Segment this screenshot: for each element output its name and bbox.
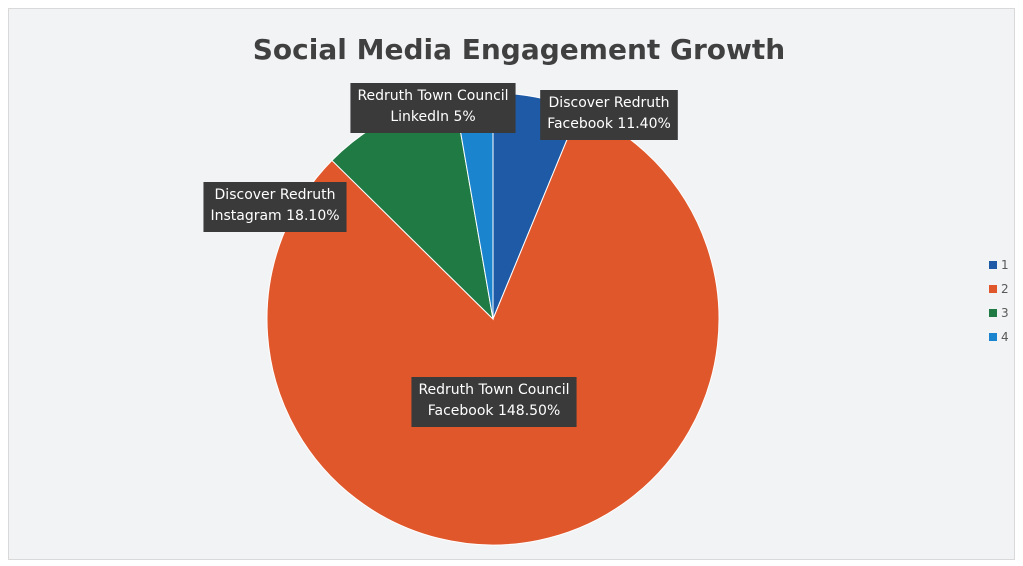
chart-title: Social Media Engagement Growth [253,33,785,66]
data-label-2: Redruth Town Council Facebook 148.50% [411,377,577,427]
data-label-box [350,83,516,133]
data-label-line: Discover Redruth [215,187,336,203]
data-label-line: Instagram 18.10% [210,208,339,224]
legend-label-3: 3 [1001,306,1009,320]
data-label-box [540,90,678,140]
legend-swatch-1 [989,261,997,269]
pie-chart: Social Media Engagement Growth Discover … [203,33,1009,546]
data-label-box [411,377,577,427]
pie-slices [266,92,720,546]
legend-label-2: 2 [1001,282,1009,296]
data-label-line: Redruth Town Council [418,382,569,398]
legend-label-4: 4 [1001,330,1009,344]
data-label-line: LinkedIn 5% [390,109,475,125]
legend: 1 2 3 4 [989,258,1009,344]
legend-swatch-2 [989,285,997,293]
data-label-line: Facebook 11.40% [547,116,671,132]
legend-swatch-4 [989,333,997,341]
data-label-line: Redruth Town Council [357,88,508,104]
chart-frame: Social Media Engagement Growth Discover … [8,8,1015,560]
data-label-line: Facebook 148.50% [428,403,561,419]
legend-swatch-3 [989,309,997,317]
legend-label-1: 1 [1001,258,1009,272]
data-labels: Discover Redruth Facebook 11.40% Redruth T… [203,83,678,427]
pie-slice-2 [266,109,720,546]
data-label-4: Redruth Town Council LinkedIn 5% [350,83,516,133]
data-label-line: Discover Redruth [549,95,670,111]
data-label-box [203,182,347,232]
data-label-3: Discover Redruth Instagram 18.10% [203,182,347,232]
data-label-1: Discover Redruth Facebook 11.40% [540,90,678,140]
